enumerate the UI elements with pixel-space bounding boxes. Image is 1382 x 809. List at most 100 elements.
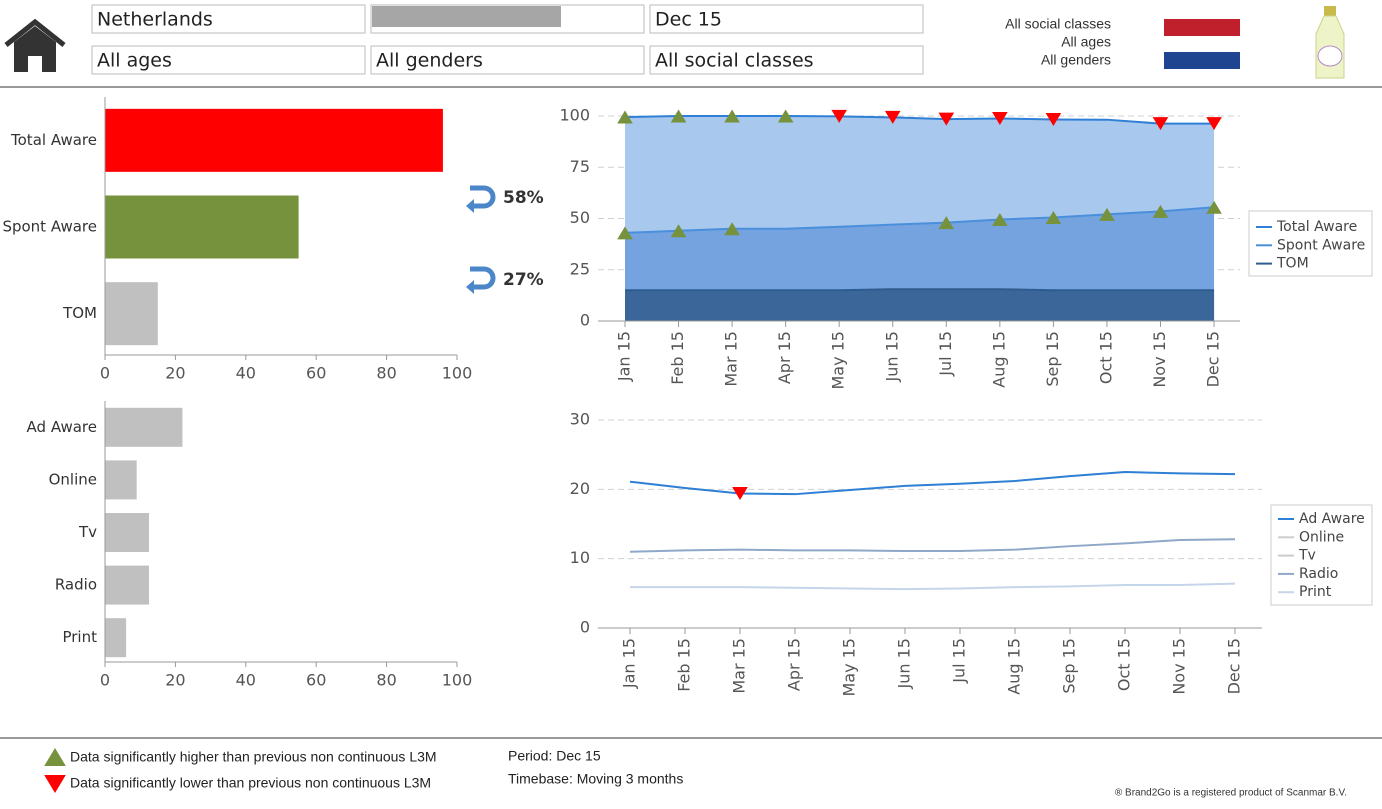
x-tick-label: Sep 15 [1060,638,1079,694]
filter-text: Netherlands [97,9,213,31]
significance-marker [884,110,901,124]
x-tick-label: 0 [100,364,110,383]
selection-label: All genders [1041,52,1111,68]
x-tick-label: 0 [100,671,110,690]
significance-marker [777,109,794,123]
y-tick-label: 75 [570,157,590,176]
bar [105,460,137,500]
selection-swatch [1164,52,1240,69]
selection-swatch [1164,19,1240,36]
bar [105,513,149,552]
timebase-note: Timebase: Moving 3 months [508,771,683,787]
category-label: Spont Aware [2,218,97,236]
y-tick-label: 50 [570,208,590,227]
filter-box[interactable] [649,45,924,75]
y-tick-label: 30 [570,410,590,429]
significance-marker [1045,112,1062,126]
significance-marker [1206,117,1222,131]
x-tick-label: Jan 15 [620,638,639,689]
legend-label: Online [1299,529,1344,545]
series-line [624,115,1215,125]
x-tick-label: 80 [376,671,396,690]
significance-marker [732,486,748,500]
significance-marker [1045,210,1062,224]
y-tick-label: 0 [580,311,590,330]
series-line [630,582,1236,591]
legend-up-marker [44,748,66,766]
category-label: TOM [62,304,97,322]
bottle-icon [1315,6,1345,79]
change-annotation: 27% [503,270,544,290]
x-tick-label: Aug 15 [1005,638,1024,695]
change-annotation: 58% [503,188,544,208]
bar [105,407,183,447]
legend-label: Total Aware [1276,219,1357,235]
x-tick-label: Sep 15 [1043,331,1062,387]
filter-text: Dec 15 [655,9,722,31]
x-tick-label: Oct 15 [1115,638,1134,691]
legend-down-marker [44,775,66,793]
x-tick-label: Apr 15 [775,331,794,384]
y-tick-label: 20 [570,479,590,498]
x-tick-label: 40 [236,364,256,383]
x-tick-label: 80 [376,364,396,383]
series-line [624,206,1215,234]
x-tick-label: 20 [165,364,185,383]
x-tick-label: Mar 15 [722,331,741,387]
filter-text: All social classes [655,50,814,72]
significance-marker [617,110,633,124]
filter-box[interactable] [370,45,645,75]
x-tick-label: Jul 15 [950,638,969,684]
x-tick-label: Jan 15 [615,331,634,382]
x-tick-label: Nov 15 [1150,331,1169,388]
x-tick-label: May 15 [840,638,859,697]
x-tick-label: Apr 15 [785,638,804,691]
x-tick-label: 100 [442,671,473,690]
significance-marker [1152,204,1169,218]
filter-box[interactable] [91,45,366,75]
footer-legend: Data significantly lower than previous n… [70,775,431,791]
series-line [625,288,1215,292]
category-label: Total Aware [10,131,97,149]
filter-box[interactable] [649,4,924,34]
category-label: Tv [78,523,97,541]
bar [105,195,299,259]
home-button[interactable] [4,18,66,72]
category-label: Online [49,470,97,488]
legend-label: Print [1299,584,1332,600]
selection-label: All social classes [1005,16,1111,32]
x-tick-label: Nov 15 [1170,638,1189,695]
period-note: Period: Dec 15 [508,748,601,764]
legend-label: TOM [1276,256,1309,272]
filter-text: All genders [376,50,483,72]
bar [105,618,127,658]
x-tick-label: Aug 15 [989,331,1008,388]
x-tick-label: May 15 [829,331,848,390]
legend-label: Tv [1298,548,1316,564]
filter-progress [372,6,561,27]
bar [105,565,149,605]
significance-marker [670,109,687,123]
footer-legend: Data significantly higher than previous … [70,749,437,765]
x-tick-label: 20 [165,671,185,690]
significance-marker [938,112,955,126]
selection-label: All ages [1061,34,1111,50]
copyright: ® Brand2Go is a registered product of Sc… [1115,788,1347,799]
x-tick-label: Dec 15 [1225,638,1244,694]
filter-box[interactable] [91,4,366,34]
x-tick-label: Mar 15 [730,638,749,694]
significance-marker [992,213,1008,227]
category-label: Radio [55,576,97,594]
area [625,289,1215,321]
bottle-label [1317,45,1343,67]
y-tick-label: 0 [580,618,590,637]
x-tick-label: Jul 15 [936,331,955,377]
legend-label: Spont Aware [1277,237,1365,253]
significance-marker [724,109,740,123]
bottle-cap [1324,6,1336,16]
significance-marker [724,222,740,236]
home-body [14,26,56,72]
legend-box [1248,210,1373,277]
x-tick-label: 60 [306,671,326,690]
x-tick-label: Dec 15 [1204,331,1223,387]
